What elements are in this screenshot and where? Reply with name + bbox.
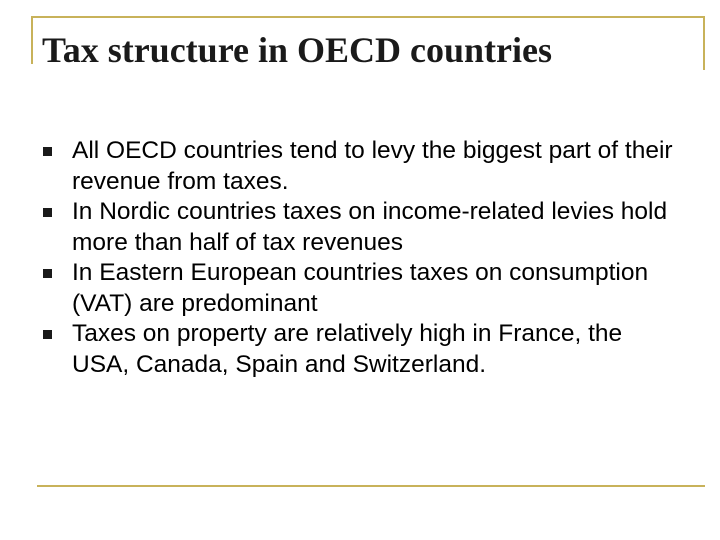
bullet-text: Taxes on property are relatively high in…	[72, 320, 623, 378]
square-bullet-icon	[43, 208, 52, 217]
bullet-text: All OECD countries tend to levy the bigg…	[72, 137, 673, 195]
square-bullet-icon	[43, 269, 52, 278]
frame-top-line	[31, 16, 705, 18]
frame-left-line	[31, 16, 33, 64]
frame-right-line	[703, 16, 705, 70]
bullet-text: In Nordic countries taxes on income-rela…	[72, 198, 668, 256]
square-bullet-icon	[43, 147, 52, 156]
bullet-item: In Eastern European countries taxes on c…	[43, 258, 683, 319]
bullet-list: All OECD countries tend to levy the bigg…	[43, 136, 683, 380]
bullet-item: All OECD countries tend to levy the bigg…	[43, 136, 683, 197]
bullet-text: In Eastern European countries taxes on c…	[72, 259, 649, 317]
bullet-item: In Nordic countries taxes on income-rela…	[43, 197, 683, 258]
slide-title: Tax structure in OECD countries	[42, 30, 553, 70]
bullet-item: Taxes on property are relatively high in…	[43, 319, 683, 380]
square-bullet-icon	[43, 330, 52, 339]
frame-bottom-line	[37, 485, 705, 487]
